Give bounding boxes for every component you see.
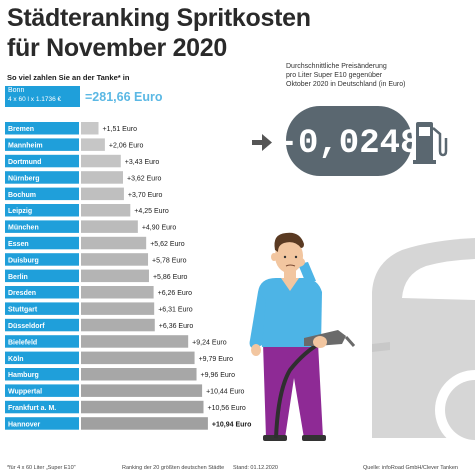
reference-city: Bonn: [8, 87, 25, 94]
value-label: +3,43 Euro: [125, 159, 160, 166]
bar: [81, 417, 208, 430]
footer-date: Stand: 01.12.2020: [233, 465, 278, 471]
category-label-box: [5, 318, 79, 332]
value-label: +2,06 Euro: [109, 143, 144, 150]
description-line-3: Oktober 2020 in Deutschland (in Euro): [286, 81, 406, 88]
bar: [81, 171, 123, 184]
category-label-box: [5, 138, 79, 151]
arrow-right-icon: [252, 134, 272, 151]
category-label: Dortmund: [8, 159, 41, 166]
category-label: Nürnberg: [8, 175, 40, 182]
value-label: +6,36 Euro: [159, 323, 194, 330]
reference-city-box: Bonn 4 x 60 l x 1.1736 €: [5, 86, 80, 107]
category-label-box: [5, 302, 79, 315]
fuel-pump-icon: [413, 122, 448, 164]
category-label: Dresden: [8, 290, 36, 297]
chart-subtitle: So viel zahlen Sie an der Tanke* in: [7, 73, 130, 82]
category-label-box: [5, 286, 79, 299]
category-label-box: [5, 368, 79, 381]
bar: [81, 400, 204, 414]
bar: [81, 335, 189, 348]
category-label-box: [5, 351, 79, 365]
description-line-2: pro Liter Super E10 gegenüber: [286, 72, 383, 79]
bar: [81, 318, 155, 332]
category-label: Hannover: [8, 421, 41, 428]
value-label: +4,25 Euro: [134, 208, 169, 215]
bar: [81, 302, 155, 315]
category-label: Essen: [8, 241, 29, 248]
chart-title-line2: für November 2020: [7, 34, 227, 62]
value-label: +1,51 Euro: [103, 126, 138, 133]
bar: [81, 368, 197, 381]
bar: [81, 236, 147, 250]
bar: [81, 204, 131, 217]
footer-note: *für 4 x 60 Liter „Super E10": [7, 465, 76, 471]
value-label: +10,44 Euro: [206, 389, 244, 396]
value-label: +6,31 Euro: [158, 307, 193, 314]
category-label-box: [5, 417, 79, 430]
category-label: Hamburg: [8, 372, 39, 379]
category-label: München: [8, 225, 39, 232]
category-label-box: [5, 384, 79, 397]
bar: [81, 187, 124, 201]
price-change-description: Durchschnittliche Preisänderung pro Lite…: [286, 62, 456, 89]
category-label: Bochum: [8, 192, 36, 199]
reference-total: =281,66 Euro: [85, 90, 163, 104]
price-change-display: -0,0248: [278, 106, 421, 176]
category-label: Bielefeld: [8, 339, 37, 346]
category-label-box: [5, 187, 79, 201]
bar: [81, 269, 149, 283]
footer-source: Quelle: infoRoad GmbH/Clever Tanken: [363, 465, 458, 471]
value-label: +6,26 Euro: [158, 290, 193, 297]
category-label: Mannheim: [8, 143, 43, 150]
category-label-box: [5, 204, 79, 217]
reference-formula: 4 x 60 l x 1.1736 €: [8, 96, 62, 103]
value-label: +5,78 Euro: [152, 257, 187, 264]
value-label: +3,62 Euro: [127, 175, 162, 182]
category-label-box: [5, 122, 79, 135]
footer-ranking: Ranking der 20 größten deutschen Städte: [122, 465, 225, 471]
bar: [81, 351, 195, 365]
bar: [81, 286, 154, 299]
category-label-box: [5, 400, 79, 414]
category-label-box: [5, 236, 79, 250]
value-label: +9,24 Euro: [192, 339, 227, 346]
bar: [81, 154, 121, 168]
category-label: Düsseldorf: [8, 323, 45, 330]
category-label-box: [5, 335, 79, 348]
bar-chart: Bremen +1,51 Euro Mannheim +2,06 Euro Dortmu…: [5, 122, 251, 430]
value-label: +10,94 Euro: [212, 421, 252, 428]
category-label-box: [5, 269, 79, 283]
category-label: Köln: [8, 356, 24, 363]
value-label: +9,96 Euro: [201, 372, 236, 379]
category-label-box: [5, 220, 79, 233]
category-label-box: [5, 253, 79, 266]
bar: [81, 384, 203, 397]
category-label: Frankfurt a. M.: [8, 405, 56, 412]
category-label: Berlin: [8, 274, 28, 281]
bar: [81, 220, 138, 233]
category-label-box: [5, 154, 79, 168]
value-label: +4,90 Euro: [142, 225, 177, 232]
value-label: +5,62 Euro: [150, 241, 185, 248]
bar: [81, 138, 105, 151]
chart-title-line1: Städteranking Spritkosten: [7, 4, 311, 32]
category-label: Leipzig: [8, 208, 32, 215]
bar: [81, 122, 99, 135]
value-label: +10,56 Euro: [207, 405, 245, 412]
car-illustration: [372, 238, 475, 450]
person-illustration: [249, 232, 356, 441]
category-label: Wuppertal: [8, 389, 42, 396]
value-label: +3,70 Euro: [128, 192, 163, 199]
category-label: Bremen: [8, 126, 34, 133]
price-change-value: -0,0248: [278, 125, 421, 163]
value-label: +9,79 Euro: [199, 356, 234, 363]
bar: [81, 253, 149, 266]
value-label: +5,86 Euro: [153, 274, 188, 281]
description-line-1: Durchschnittliche Preisänderung: [286, 63, 387, 70]
category-label-box: [5, 171, 79, 184]
category-label: Stuttgart: [8, 307, 38, 314]
category-label: Duisburg: [8, 257, 39, 264]
